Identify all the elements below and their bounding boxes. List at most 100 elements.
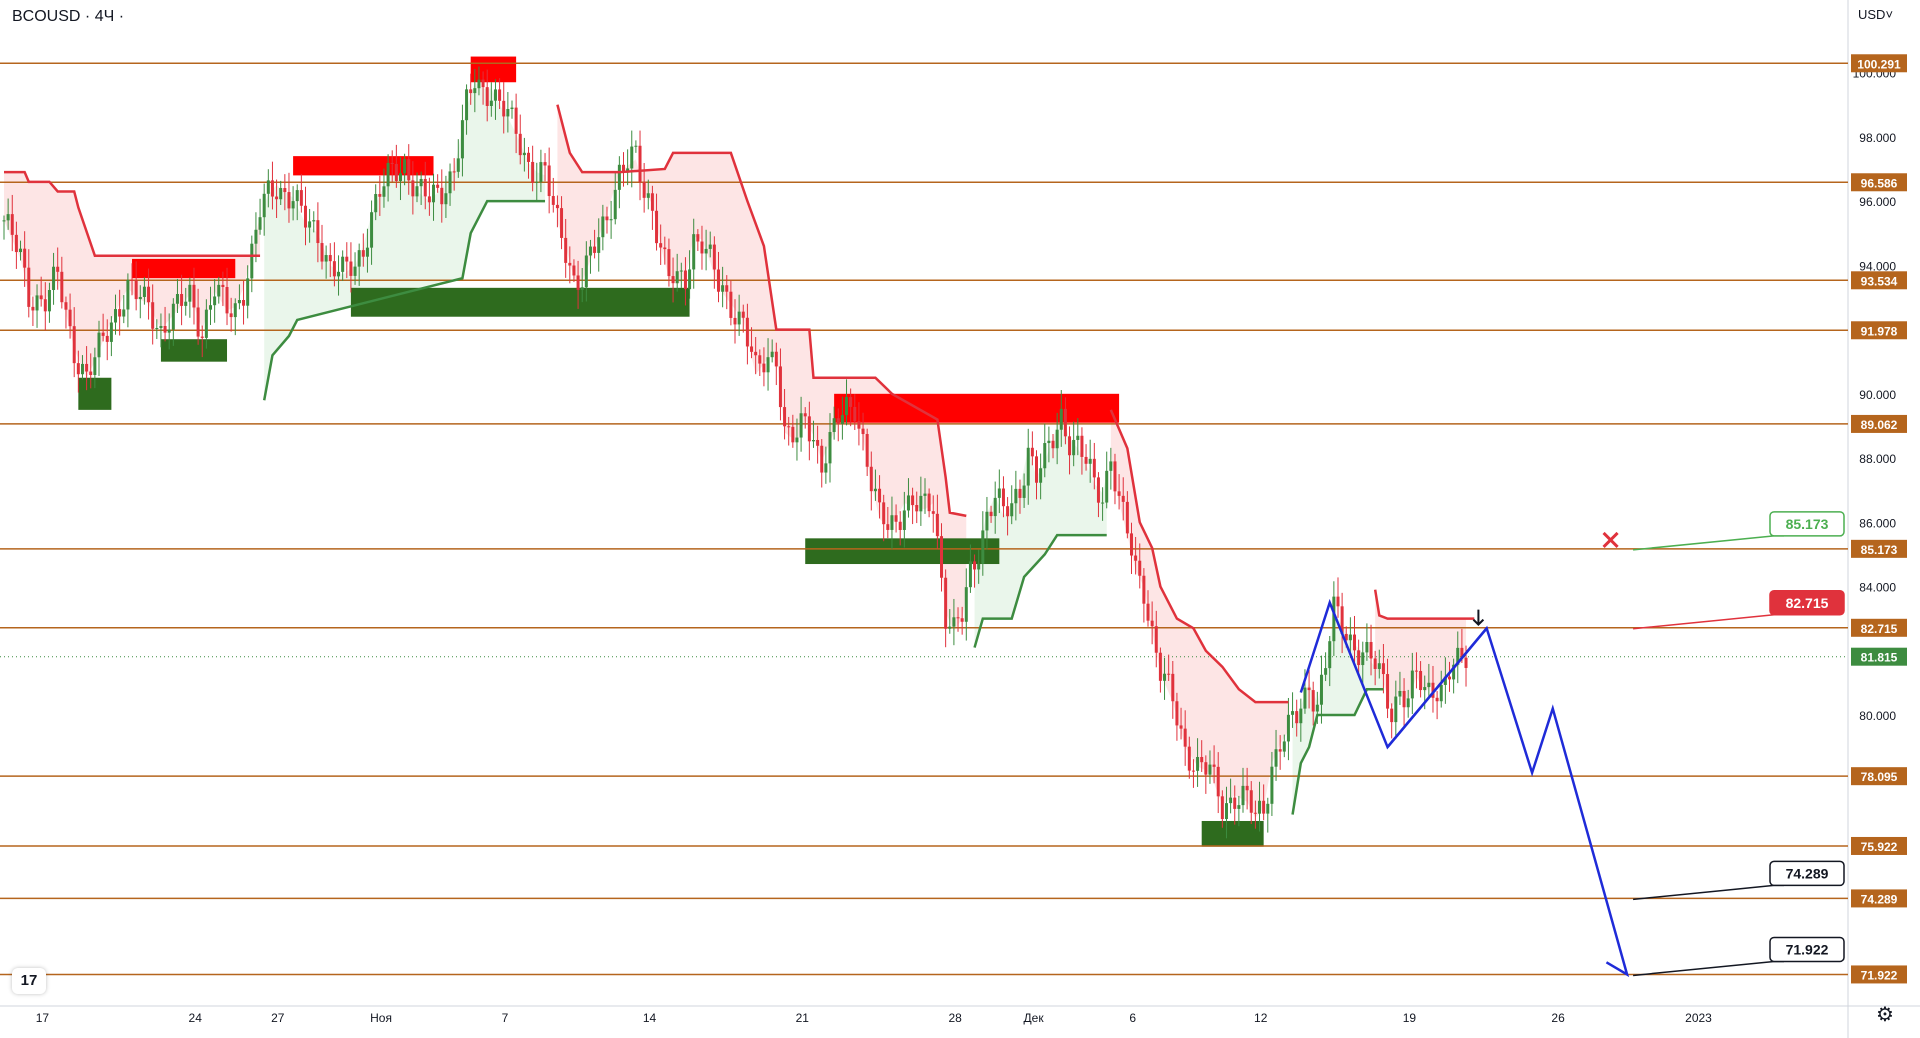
- candle-body: [911, 495, 915, 506]
- candle-body: [836, 418, 840, 424]
- candle-body: [820, 445, 824, 473]
- price-tag-label: 89.062: [1861, 418, 1898, 432]
- candle-body: [543, 162, 547, 166]
- candle-body: [237, 300, 241, 304]
- candle-body: [1278, 749, 1282, 752]
- candle-body: [737, 311, 741, 325]
- candle-body: [386, 162, 390, 187]
- candle-body: [551, 196, 555, 205]
- candle-body: [390, 162, 394, 164]
- candle-body: [502, 100, 506, 117]
- candle-body: [568, 262, 572, 266]
- price-tag: [1851, 965, 1907, 984]
- candle-body: [1303, 687, 1307, 709]
- candle-body: [527, 152, 531, 162]
- candle-body: [1295, 711, 1299, 724]
- candle-body: [427, 196, 431, 203]
- demand-zone-8: [1201, 820, 1264, 847]
- y-tick-label: 98.000: [1859, 131, 1896, 145]
- candle-body: [1307, 687, 1311, 691]
- candle-body: [1158, 652, 1162, 681]
- callout-box-1: [1769, 590, 1845, 616]
- candle-body: [1055, 429, 1059, 449]
- currency-menu[interactable]: USD˅: [1858, 7, 1894, 22]
- candle-body: [981, 530, 985, 564]
- callout-box-2: [1769, 860, 1845, 887]
- candle-body: [774, 351, 778, 367]
- candle-body: [1452, 664, 1456, 680]
- candle-body: [935, 513, 939, 537]
- candle-body: [316, 220, 320, 244]
- candle-body: [109, 322, 113, 342]
- candle-body: [1402, 690, 1406, 708]
- candle-body: [1006, 506, 1010, 517]
- candle-body: [337, 271, 341, 277]
- candle-body: [233, 303, 237, 318]
- candle-body: [531, 161, 535, 183]
- candle-body: [1419, 670, 1423, 691]
- candle-body: [1410, 670, 1414, 699]
- candle-body: [97, 332, 101, 358]
- candle-body: [1018, 488, 1022, 498]
- gear-icon[interactable]: ⚙: [1876, 1004, 1894, 1026]
- y-tick-label: 84.000: [1859, 581, 1896, 595]
- candle-body: [787, 426, 791, 428]
- candle-body: [1344, 633, 1348, 641]
- candle-body: [960, 618, 964, 622]
- x-tick-label: 24: [189, 1011, 203, 1025]
- candle-body: [712, 244, 716, 270]
- x-tick-label: 27: [271, 1011, 285, 1025]
- candle-body: [1448, 676, 1451, 680]
- candle-body: [824, 463, 828, 473]
- candle-body: [547, 165, 551, 197]
- candle-body: [1299, 708, 1303, 724]
- candle-body: [204, 309, 208, 338]
- candle-body: [783, 407, 787, 427]
- candle-body: [287, 192, 291, 209]
- candle-body: [828, 432, 832, 464]
- candle-body: [1030, 447, 1034, 457]
- candle-body: [456, 158, 460, 172]
- candle-body: [1311, 690, 1315, 712]
- candle-body: [1398, 690, 1402, 697]
- candle-body: [1282, 741, 1286, 752]
- candle-body: [1464, 657, 1468, 668]
- candle-body: [2, 220, 6, 222]
- candle-body: [1179, 725, 1183, 729]
- candle-body: [700, 241, 704, 254]
- candle-body: [1414, 670, 1418, 672]
- candle-body: [440, 187, 444, 205]
- candle-body: [6, 214, 10, 221]
- candle-body: [1084, 456, 1088, 464]
- callout-label: 74.289: [1786, 865, 1829, 881]
- y-tick-label: 96.000: [1859, 195, 1896, 209]
- price-tag: [1851, 618, 1907, 637]
- candle-body: [613, 189, 617, 220]
- price-tag-label: 100.291: [1857, 57, 1901, 71]
- price-tag-label: 96.586: [1861, 176, 1898, 190]
- candle-body: [353, 266, 357, 276]
- candle-body: [493, 89, 497, 101]
- candle-body: [14, 234, 18, 253]
- candle-body: [725, 285, 729, 292]
- candle-body: [1340, 606, 1344, 634]
- price-tag-label: 78.095: [1861, 770, 1898, 784]
- price-tag: [1851, 321, 1907, 340]
- candle-body: [1022, 485, 1026, 498]
- candle-body: [1241, 785, 1245, 806]
- candle-body: [221, 284, 225, 287]
- x-tick-label: 17: [36, 1011, 50, 1025]
- y-tick-label: 86.000: [1859, 516, 1896, 530]
- y-tick-label: 94.000: [1859, 259, 1896, 273]
- candle-body: [105, 335, 109, 342]
- candle-body: [1361, 652, 1365, 666]
- callout-pointer-1: [1633, 614, 1784, 630]
- candle-body: [1142, 575, 1146, 604]
- candle-body: [791, 426, 795, 443]
- candle-body: [469, 89, 473, 94]
- price-tag: [1851, 539, 1907, 558]
- candle-body: [118, 309, 122, 317]
- candle-body: [840, 415, 844, 424]
- candle-body: [31, 306, 35, 311]
